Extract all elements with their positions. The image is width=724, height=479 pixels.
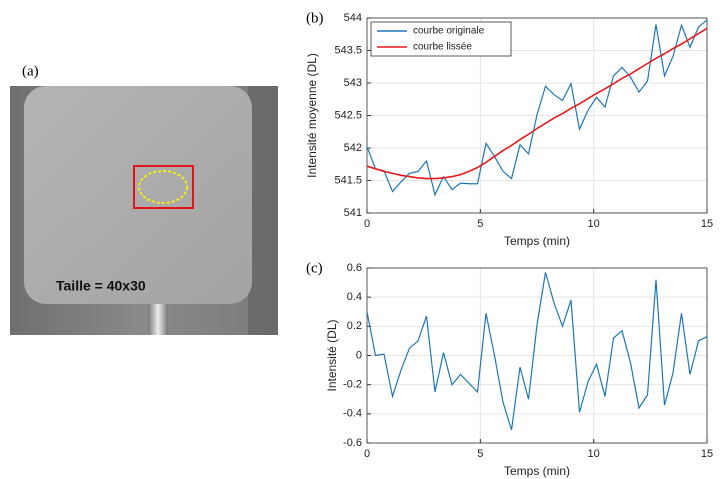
y-tick-label: 542: [344, 142, 362, 154]
y-tick-label: 0: [356, 349, 362, 361]
legend-label: courbe lissée: [413, 42, 472, 53]
data-line: [366, 272, 708, 431]
x-tick-label: 5: [477, 448, 483, 460]
x-tick-label: 0: [364, 448, 370, 460]
y-tick-label: 544: [344, 12, 362, 24]
x-axis-label: Temps (min): [504, 234, 570, 248]
y-tick-label: -0.2: [343, 379, 362, 391]
plot-frame: [366, 267, 708, 444]
y-tick-label: 543.5: [334, 44, 362, 56]
y-tick-label: -0.6: [343, 437, 362, 449]
panel-label: (c): [306, 260, 323, 276]
x-tick-label: 10: [588, 448, 600, 460]
x-axis-label: Temps (min): [504, 464, 570, 478]
panel-label: (a): [22, 63, 39, 79]
legend-label: courbe originale: [413, 26, 485, 37]
y-tick-label: 543: [344, 77, 362, 89]
photo: [10, 86, 278, 335]
y-tick-label: 0.2: [347, 320, 362, 332]
legend-box: [370, 21, 512, 57]
x-tick-label: 5: [477, 218, 483, 230]
data-line: [366, 27, 708, 180]
y-tick-label: 0.6: [347, 262, 362, 274]
x-tick-label: 0: [364, 218, 370, 230]
image-caption: Taille = 40x30: [56, 278, 146, 294]
y-tick-label: 541: [344, 207, 362, 219]
y-axis-label: Intensité (DL): [325, 319, 339, 391]
panel-label: (b): [306, 10, 324, 26]
y-axis-label: Intensité moyenne (DL): [305, 53, 319, 178]
x-tick-label: 15: [701, 448, 713, 460]
plot-frame: [366, 17, 708, 214]
x-tick-label: 15: [701, 218, 713, 230]
y-tick-label: 0.4: [347, 291, 362, 303]
x-tick-label: 10: [588, 218, 600, 230]
y-tick-label: 541.5: [334, 174, 362, 186]
y-tick-label: 542.5: [334, 109, 362, 121]
y-tick-label: -0.4: [343, 408, 362, 420]
